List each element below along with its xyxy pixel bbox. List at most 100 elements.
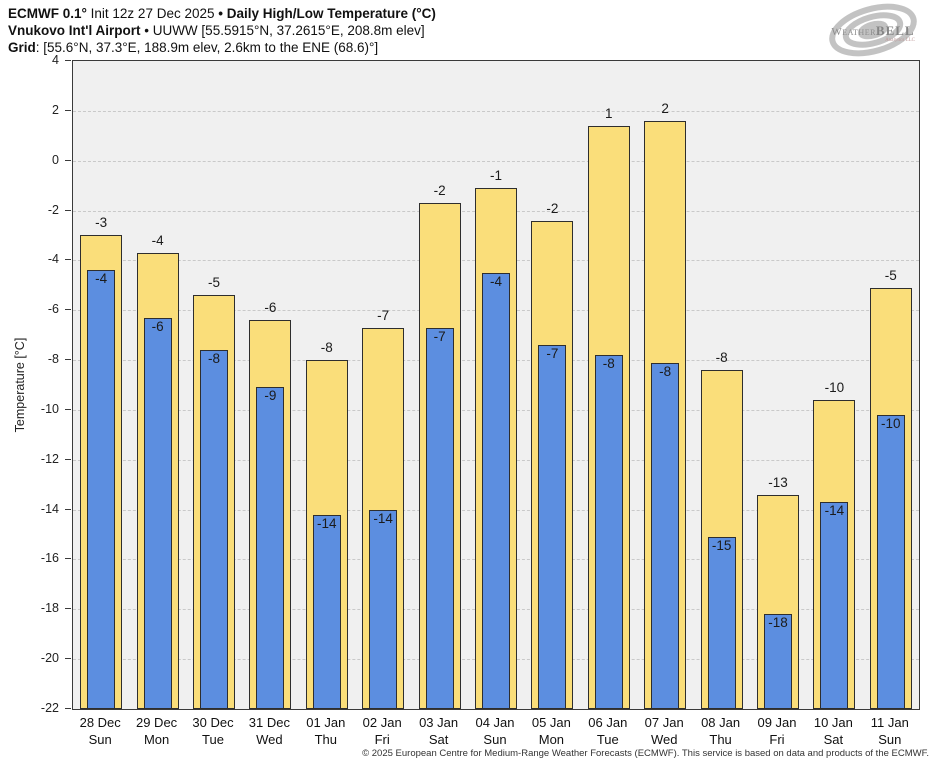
x-date: 05 Jan	[531, 715, 571, 730]
y-tick-mark	[65, 110, 71, 111]
x-tick-label: 31 Dec Wed	[241, 714, 297, 748]
logo-word-bell: BELL	[875, 23, 915, 38]
high-value-label: 2	[661, 101, 669, 116]
bar-low	[876, 415, 905, 709]
x-tick-label: 04 Jan Sun	[467, 714, 523, 748]
x-day: Mon	[143, 732, 170, 747]
y-tick-label: -10	[40, 402, 59, 416]
x-date: 28 Dec	[79, 715, 121, 730]
x-tick-label: 11 Jan Sun	[862, 714, 918, 748]
x-tick-label: 29 Dec Mon	[128, 714, 184, 748]
x-day: Wed	[256, 732, 283, 747]
low-value-label: -18	[768, 615, 788, 630]
model-name: ECMWF 0.1°	[8, 6, 87, 21]
y-tick-label: -16	[40, 551, 59, 565]
title-line-3: Grid: [55.6°N, 37.3°E, 188.9m elev, 2.6k…	[8, 39, 436, 56]
grid-details: : [55.6°N, 37.3°E, 188.9m elev, 2.6km to…	[35, 40, 379, 55]
copyright-notice: © 2025 European Centre for Medium-Range …	[362, 748, 929, 759]
y-tick-mark	[65, 160, 71, 161]
low-value-label: -14	[317, 516, 337, 531]
low-value-label: -10	[881, 416, 901, 431]
x-tick-label: 08 Jan Thu	[692, 714, 748, 748]
high-value-label: -5	[207, 275, 220, 290]
low-value-label: -15	[711, 538, 732, 553]
x-date: 06 Jan	[588, 715, 628, 730]
high-value-label: -13	[768, 475, 788, 490]
x-date: 01 Jan	[306, 715, 346, 730]
x-day: Mon	[538, 732, 565, 747]
y-axis: 4 2 0 -2 -4 -6 -8 -10 -12 -14 -16 -18 -20 -22	[0, 53, 72, 715]
bar-low	[87, 270, 116, 709]
y-tick-mark	[65, 708, 71, 709]
y-tick-label: -6	[47, 302, 59, 316]
title-line-2: Vnukovo Int'l Airport • UUWW [55.5915°N,…	[8, 22, 436, 39]
x-tick-label: 10 Jan Sat	[805, 714, 861, 748]
x-day: Tue	[202, 732, 224, 747]
high-value-label: -6	[264, 300, 277, 315]
bar-low	[707, 537, 736, 709]
y-tick-mark	[65, 409, 71, 410]
y-tick-mark	[65, 359, 71, 360]
high-value-label: -2	[433, 183, 446, 198]
x-tick-label: 02 Jan Fri	[354, 714, 410, 748]
plot-area: -3 -4 -4 -6 -5 -8 -6 -9 -8 -14 -7 -14 -2 -7 -1 -4 -2 -7 1 -…	[72, 60, 920, 710]
low-value-label: -8	[207, 351, 220, 366]
y-tick-label: -14	[40, 502, 59, 516]
x-date: 29 Dec	[135, 715, 178, 730]
y-tick-label: -2	[47, 203, 59, 217]
bar-low	[143, 318, 172, 709]
x-day: Wed	[650, 732, 678, 747]
product-name: • Daily High/Low Temperature (°C)	[218, 6, 436, 21]
high-value-label: -2	[546, 201, 559, 216]
logo-word-weather: Weather	[831, 26, 876, 38]
x-date: 11 Jan	[870, 715, 909, 730]
y-tick-label: 0	[52, 153, 59, 167]
x-day: Fri	[769, 732, 785, 747]
low-value-label: -4	[95, 271, 108, 286]
x-tick-label: 01 Jan Thu	[298, 714, 354, 748]
bar-low	[651, 363, 680, 709]
high-value-label: -1	[489, 168, 502, 183]
y-tick-label: 4	[52, 53, 59, 67]
x-tick-label: 07 Jan Wed	[636, 714, 692, 748]
high-value-label: -8	[320, 340, 333, 355]
bar-low	[312, 515, 341, 709]
y-tick-mark	[65, 259, 71, 260]
x-date: 02 Jan	[362, 715, 402, 730]
chart-header: ECMWF 0.1° Init 12z 27 Dec 2025 • Daily …	[8, 5, 436, 56]
x-date: 07 Jan	[644, 715, 684, 730]
grid-label: Grid	[8, 40, 36, 55]
x-day: Sun	[483, 732, 507, 747]
x-date: 31 Dec	[248, 715, 290, 730]
y-tick-mark	[65, 558, 71, 559]
high-value-label: -5	[884, 268, 897, 283]
x-axis: 28 Dec Sun 29 Dec Mon 30 Dec Tue 31 Dec Wed 01 J…	[72, 714, 920, 750]
weatherbell-logo: WeatherBELL Analytics LLC	[819, 2, 927, 60]
y-tick-label: -20	[40, 651, 59, 665]
low-value-label: -7	[433, 329, 446, 344]
gridline	[73, 111, 919, 112]
y-tick-label: -8	[47, 352, 59, 366]
x-day: Sun	[88, 732, 112, 747]
y-tick-mark	[65, 210, 71, 211]
x-day: Fri	[374, 732, 390, 747]
bar-low	[425, 328, 454, 709]
low-value-label: -14	[824, 503, 845, 518]
x-day: Sun	[878, 732, 902, 747]
x-tick-label: 30 Dec Tue	[185, 714, 241, 748]
gridline	[73, 161, 919, 162]
y-tick-mark	[65, 60, 71, 61]
bar-low	[764, 614, 792, 709]
high-value-label: -3	[95, 215, 108, 230]
bar-low	[369, 510, 398, 709]
x-date: 09 Jan	[757, 715, 797, 730]
y-tick-label: 2	[52, 103, 59, 117]
station-name: Vnukovo Int'l Airport	[8, 23, 141, 38]
logo-subtitle: Analytics LLC	[885, 38, 915, 43]
high-value-label: -7	[377, 308, 390, 323]
high-value-label: -8	[715, 350, 728, 365]
low-value-label: -6	[151, 319, 164, 334]
x-tick-label: 09 Jan Fri	[749, 714, 805, 748]
y-tick-mark	[65, 459, 71, 460]
